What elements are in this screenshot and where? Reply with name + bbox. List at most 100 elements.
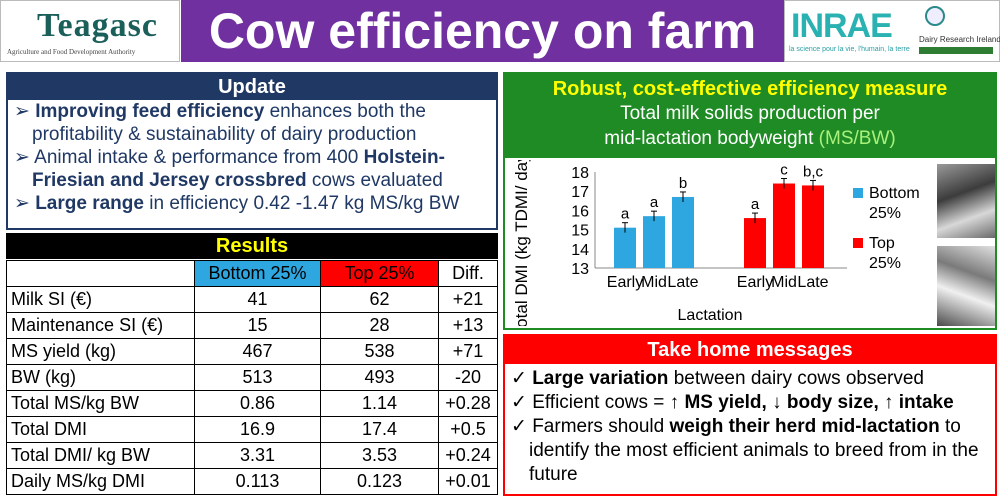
bar-0-2 xyxy=(672,196,694,268)
legend-label-0-b: 25% xyxy=(869,205,901,222)
robust-subtitle-line2: mid-lactation bodyweight (MS/BW) xyxy=(604,128,896,149)
take-home-message-1: ✓ Large variation between dairy cows obs… xyxy=(511,368,925,389)
top-value: 28 xyxy=(320,312,439,339)
x-tick-label: Late xyxy=(797,274,828,291)
diff-value: +0.01 xyxy=(438,468,498,495)
page-title: Cow efficiency on farm xyxy=(181,0,784,62)
legend-swatch-1 xyxy=(853,238,863,248)
robust-panel: Robust, cost-effective efficiency measur… xyxy=(503,72,997,330)
table-row: Daily MS/kg DMI 0.113 0.123 +0.01 xyxy=(6,468,498,495)
significance-label: a xyxy=(650,194,659,211)
row-label: Total DMI xyxy=(6,416,195,443)
cow-photo-1 xyxy=(937,164,995,238)
row-label: Total DMI/ kg BW xyxy=(6,442,195,469)
x-tick-label: Late xyxy=(667,274,698,291)
significance-label: c xyxy=(780,162,788,179)
significance-label: b,c xyxy=(803,163,824,180)
diff-value: +13 xyxy=(438,312,498,339)
dri-logo-bar xyxy=(919,47,993,54)
legend-label-0: Bottom xyxy=(869,185,920,202)
update-heading: Update xyxy=(8,74,496,100)
y-tick-label: 13 xyxy=(571,261,589,278)
teagasc-wordmark: Teagasc xyxy=(37,7,158,44)
top-value: 17.4 xyxy=(320,416,439,443)
legend-swatch-0 xyxy=(853,188,863,198)
col-bottom-25: Bottom 25% xyxy=(194,260,321,287)
chart-xlabel: Lactation xyxy=(678,307,743,324)
robust-subtitle-line1: Total milk solids production per xyxy=(620,103,880,124)
teagasc-logo: Teagasc Agriculture and Food Development… xyxy=(0,0,180,62)
bottom-value: 16.9 xyxy=(194,416,321,443)
bottom-value: 15 xyxy=(194,312,321,339)
teagasc-tagline: Agriculture and Food Development Authori… xyxy=(7,48,136,56)
bottom-value: 41 xyxy=(194,286,321,313)
bar-0-0 xyxy=(614,227,636,268)
dri-logo-text: Dairy Research Ireland xyxy=(919,35,1000,44)
update-bullet-1: ➢ Improving feed efficiency enhances bot… xyxy=(14,101,426,145)
bar-1-1 xyxy=(773,183,795,268)
row-label: Daily MS/kg DMI xyxy=(6,468,195,495)
x-tick-label: Mid xyxy=(771,274,797,291)
bar-0-1 xyxy=(643,216,665,268)
y-tick-label: 17 xyxy=(571,184,589,201)
col-top-25: Top 25% xyxy=(320,260,439,287)
significance-label: a xyxy=(621,206,630,223)
take-home-message-2: ✓ Efficient cows = ↑ MS yield, ↓ body si… xyxy=(511,392,954,413)
results-header-blank xyxy=(6,260,195,287)
y-tick-label: 14 xyxy=(571,242,589,259)
row-label: Milk SI (€) xyxy=(6,286,195,313)
table-row: Total DMI/ kg BW 3.31 3.53 +0.24 xyxy=(6,442,498,469)
results-header-row: Bottom 25% Top 25% Diff. xyxy=(6,260,498,287)
top-value: 1.14 xyxy=(320,390,439,417)
update-bullet-2: ➢ Animal intake & performance from 400 H… xyxy=(14,147,445,191)
legend-label-1-b: 25% xyxy=(869,255,901,272)
robust-header: Robust, cost-effective efficiency measur… xyxy=(505,74,995,158)
update-bullet-3: ➢ Large range in efficiency 0.42 -1.47 k… xyxy=(14,193,460,214)
partner-logos: INRAE la science pour la vie, l'humain, … xyxy=(784,0,1000,62)
x-tick-label: Early xyxy=(607,274,643,291)
top-value: 0.123 xyxy=(320,468,439,495)
legend-label-1: Top xyxy=(869,235,895,252)
x-tick-label: Mid xyxy=(641,274,667,291)
results-heading: Results xyxy=(6,233,498,259)
bottom-value: 467 xyxy=(194,338,321,365)
col-diff: Diff. xyxy=(438,260,498,287)
bottom-value: 0.113 xyxy=(194,468,321,495)
diff-value: +0.24 xyxy=(438,442,498,469)
update-panel: Update ➢ Improving feed efficiency enhan… xyxy=(6,72,498,230)
row-label: Maintenance SI (€) xyxy=(6,312,195,339)
y-tick-label: 18 xyxy=(571,165,589,182)
row-label: BW (kg) xyxy=(6,364,195,391)
dmi-bar-chart: Total DMI (kg TDMI/ day) 13 14 15 16 17 18 a a… xyxy=(512,160,920,326)
chart-ylabel: Total DMI (kg TDMI/ day) xyxy=(512,160,531,326)
diff-value: +0.28 xyxy=(438,390,498,417)
bottom-value: 513 xyxy=(194,364,321,391)
take-home-panel: Take home messages ✓ Large variation bet… xyxy=(503,334,997,496)
row-label: Total MS/kg BW xyxy=(6,390,195,417)
take-home-message-3: ✓ Farmers should weigh their herd mid-la… xyxy=(511,416,979,485)
inrae-wordmark: INRAE xyxy=(791,7,893,45)
x-tick-label: Early xyxy=(737,274,773,291)
diff-value: -20 xyxy=(438,364,498,391)
results-table: Bottom 25% Top 25% Diff. Milk SI (€) 41 … xyxy=(6,260,498,495)
table-row: BW (kg) 513 493 -20 xyxy=(6,364,498,391)
y-tick-label: 16 xyxy=(571,203,589,220)
top-value: 3.53 xyxy=(320,442,439,469)
inrae-tagline: la science pour la vie, l'humain, la ter… xyxy=(789,46,910,53)
robust-heading: Robust, cost-effective efficiency measur… xyxy=(552,78,948,100)
take-home-heading: Take home messages xyxy=(505,336,995,364)
row-label: MS yield (kg) xyxy=(6,338,195,365)
diff-value: +0.5 xyxy=(438,416,498,443)
significance-label: b xyxy=(679,175,687,192)
diff-value: +71 xyxy=(438,338,498,365)
table-row: MS yield (kg) 467 538 +71 xyxy=(6,338,498,365)
dri-logo-icon xyxy=(925,6,945,26)
bar-1-2 xyxy=(802,185,824,268)
significance-label: a xyxy=(751,196,760,213)
cow-photo-2 xyxy=(937,246,995,326)
table-row: Total DMI 16.9 17.4 +0.5 xyxy=(6,416,498,443)
top-value: 538 xyxy=(320,338,439,365)
table-row: Maintenance SI (€) 15 28 +13 xyxy=(6,312,498,339)
table-row: Milk SI (€) 41 62 +21 xyxy=(6,286,498,313)
bottom-value: 3.31 xyxy=(194,442,321,469)
